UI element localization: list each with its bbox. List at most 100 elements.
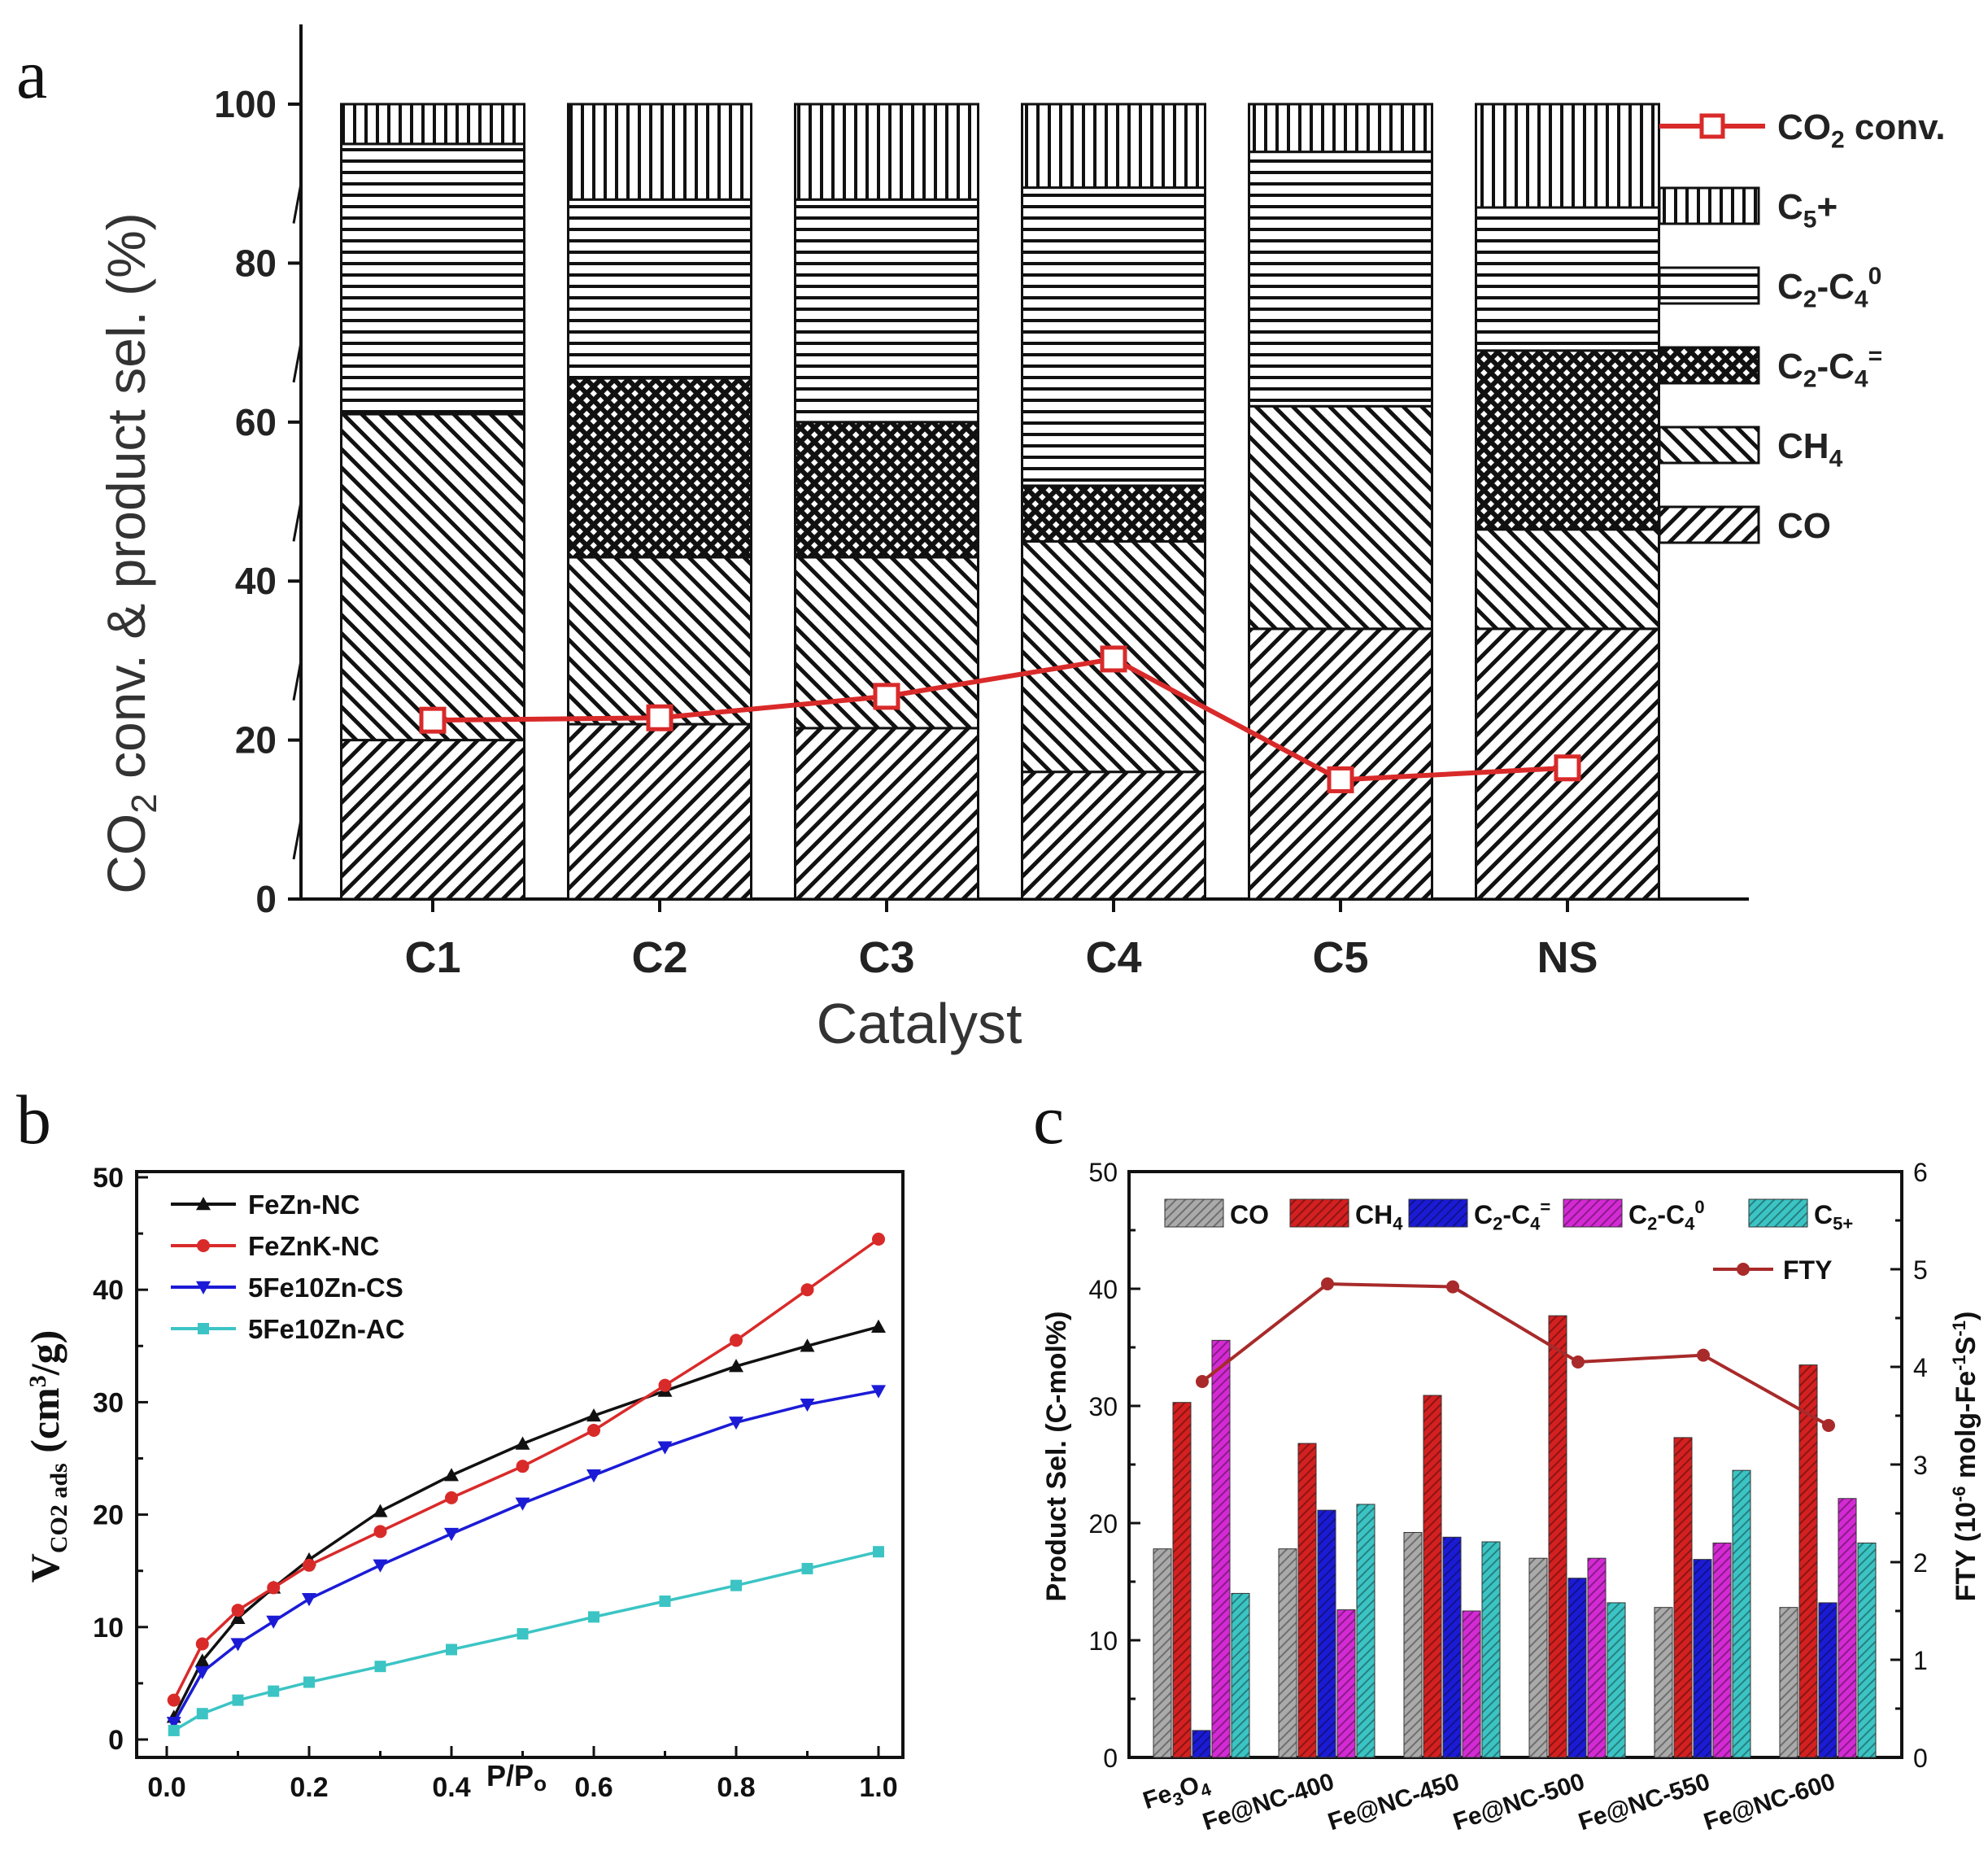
ylabel-a-sub: 2 [124, 793, 164, 813]
point-b-5fe10zn-ac-10 [730, 1579, 742, 1591]
point-b-5fe10zn-ac-3 [268, 1685, 280, 1697]
point-b-5fe10zn-ac-12 [873, 1546, 884, 1558]
legend-a-label-c5-part: 5 [1803, 207, 1817, 234]
panel-a-tick-labels: 0 20 40 60 80 100 C1 C2 C3 C4 C5 NS [214, 83, 1598, 982]
panel-c-legend: CO CH4 C2-C4= C2-C40 C5+FTY [1164, 1197, 1853, 1285]
point-b-5fe10zn-cs-4 [302, 1593, 316, 1607]
y-tick-label-c: 30 [1088, 1392, 1118, 1421]
legend-c-label-c2-c4-part: -C [1502, 1200, 1530, 1229]
point-b-5fe10zn-cs-2 [230, 1638, 246, 1652]
point-b-feznk-nc-7 [516, 1460, 530, 1473]
y-tick-label-c: 0 [1103, 1744, 1118, 1773]
bar-c-hatch-fe-nc-500-c2-c4 [1567, 1578, 1587, 1758]
legend-c-swatch-hatch-ch4 [1289, 1198, 1349, 1228]
x-tick-label-a-c2: C2 [631, 933, 687, 982]
bar-a-c2-c5 [567, 103, 752, 201]
conversion-point-c5 [1327, 766, 1354, 793]
legend-c-label-c2-c40-part: 2 [1647, 1214, 1657, 1234]
point-b-5fe10zn-cs-8 [586, 1469, 601, 1483]
legend-a-label-c2-c40-part: -C [1816, 267, 1854, 307]
legend-c-swatch-hatch-c5 [1748, 1198, 1808, 1228]
legend-c-label-c2-c4: C2-C4= [1474, 1197, 1550, 1234]
bar-a-c2-co [567, 722, 752, 901]
bar-c-hatch-fe-nc-600-c2-c4 [1818, 1602, 1838, 1758]
legend-c-swatch-hatch-co [1164, 1198, 1224, 1228]
series-b-5fe10zn-ac [168, 1546, 884, 1736]
bar-c-hatch-fe3o4-c2-c4 [1192, 1730, 1211, 1758]
y-tick-label-b: 50 [93, 1163, 124, 1194]
bar-a-c1-co [340, 739, 525, 901]
bar-a-ns-c2-c4 [1475, 349, 1660, 531]
point-b-5fe10zn-cs-6 [444, 1527, 459, 1542]
point-b-5fe10zn-ac-6 [446, 1644, 457, 1656]
bar-a-c5-c5 [1248, 103, 1433, 154]
legend-c-label-c2-c40: C2-C40 [1628, 1197, 1705, 1234]
x-tick-label-b: 0.2 [290, 1772, 328, 1803]
panel-c-ylabel: Product Sel. (C-mol%) [1041, 1311, 1072, 1601]
legend-a-label-c2-c40-part: 4 [1855, 286, 1868, 313]
legend-c-label-c2-c4-part: 4 [1530, 1214, 1541, 1234]
y-minor-tick-a [292, 501, 303, 542]
x-tick-text-c-fe3o4: Fe3O4 [1140, 1768, 1214, 1819]
legend-b-label-fezn-nc: FeZn-NC [248, 1190, 360, 1220]
point-b-feznk-nc-2 [231, 1604, 245, 1617]
panel-a-ylabel: CO2 conv. & product sel. (%) [96, 212, 164, 894]
y-tick-label-c: 40 [1088, 1275, 1118, 1304]
point-b-5fe10zn-cs-10 [729, 1417, 743, 1430]
fty-point-fe-nc-550 [1697, 1348, 1710, 1362]
point-b-fezn-nc-5 [373, 1504, 388, 1517]
legend-a-label-c5-part: + [1816, 187, 1838, 227]
y-minor-tick-a [292, 819, 303, 860]
point-b-feznk-nc-8 [587, 1423, 600, 1437]
bar-c-hatch-fe-nc-400-c5 [1356, 1504, 1375, 1758]
y-tick-label-b: 40 [93, 1275, 124, 1306]
y2-tick-label-c: 1 [1913, 1646, 1928, 1675]
point-b-fezn-nc-1 [194, 1653, 210, 1667]
legend-b-label-5fe10zn-ac: 5Fe10Zn-AC [248, 1314, 405, 1344]
y-tick-label-a: 20 [235, 719, 277, 762]
bar-a-c1-c2-c40 [340, 142, 525, 416]
legend-c-label-c5-part: 5+ [1833, 1214, 1853, 1234]
x-tick-label-b: 1.0 [859, 1772, 897, 1803]
bar-c-hatch-fe3o4-ch4 [1172, 1402, 1192, 1758]
y2-tick-label-c: 0 [1913, 1744, 1928, 1773]
point-b-5fe10zn-ac-2 [232, 1694, 244, 1706]
point-b-feznk-nc-0 [167, 1693, 181, 1707]
plot-frame-b [135, 1170, 905, 1759]
conversion-point-ns [1554, 754, 1581, 782]
point-b-feznk-nc-10 [730, 1334, 743, 1347]
svg-text:FTY (10-6 molg-Fe-1S-1): FTY (10-6 molg-Fe-1S-1) [1949, 1312, 1981, 1602]
y-tick-label-a: 0 [255, 878, 277, 920]
legend-a-label-c2-c4-part: C [1777, 347, 1803, 386]
x-tick-label-a-ns: NS [1537, 933, 1598, 982]
point-b-fezn-nc-7 [515, 1436, 530, 1450]
bar-a-c4-co [1021, 770, 1206, 901]
fty-point-fe3o4 [1196, 1375, 1209, 1388]
panel-c-fty-line [1196, 1277, 1835, 1432]
point-b-5fe10zn-ac-8 [588, 1611, 599, 1623]
bar-c-hatch-fe-nc-400-c2-c4 [1317, 1509, 1336, 1758]
x-tick-text-c-fe3o4-part: 4 [1198, 1779, 1214, 1801]
panel-label-a: a [16, 35, 47, 113]
panel-a-bars [340, 103, 1660, 901]
bar-c-hatch-fe-nc-600-c2-c40 [1838, 1498, 1857, 1758]
fty-point-fe-nc-450 [1446, 1280, 1459, 1294]
legend-c-label-ch4-part: CH [1355, 1200, 1393, 1229]
legend-a-label-c2-c4-part: 2 [1803, 366, 1817, 393]
bar-a-c3-c2-c4 [794, 421, 979, 559]
bar-c-hatch-fe-nc-450-ch4 [1423, 1395, 1442, 1758]
legend-a-label-ch4-part: CH [1777, 426, 1829, 466]
y-minor-tick-a [292, 342, 303, 383]
legend-a-label-c2-c4-part: = [1868, 343, 1883, 369]
bar-a-c1-c5 [340, 103, 525, 146]
point-b-feznk-nc-1 [195, 1637, 209, 1651]
point-b-5fe10zn-cs-11 [800, 1398, 815, 1412]
legend-b-marker-5fe10zn-cs [196, 1281, 211, 1294]
point-b-fezn-nc-6 [444, 1468, 459, 1482]
bar-c-hatch-fe3o4-co [1153, 1548, 1172, 1758]
legend-a-label-c2-c40: C2-C40 [1777, 263, 1881, 313]
legend-a-swatch-3 [1658, 346, 1760, 385]
x-tick-text-c-fe-nc-600: Fe@NC-600 [1701, 1768, 1839, 1836]
x-tick-text-c-fe-nc-450: Fe@NC-450 [1325, 1768, 1463, 1836]
legend-a-label-co2-conv-part: CO [1777, 107, 1831, 147]
